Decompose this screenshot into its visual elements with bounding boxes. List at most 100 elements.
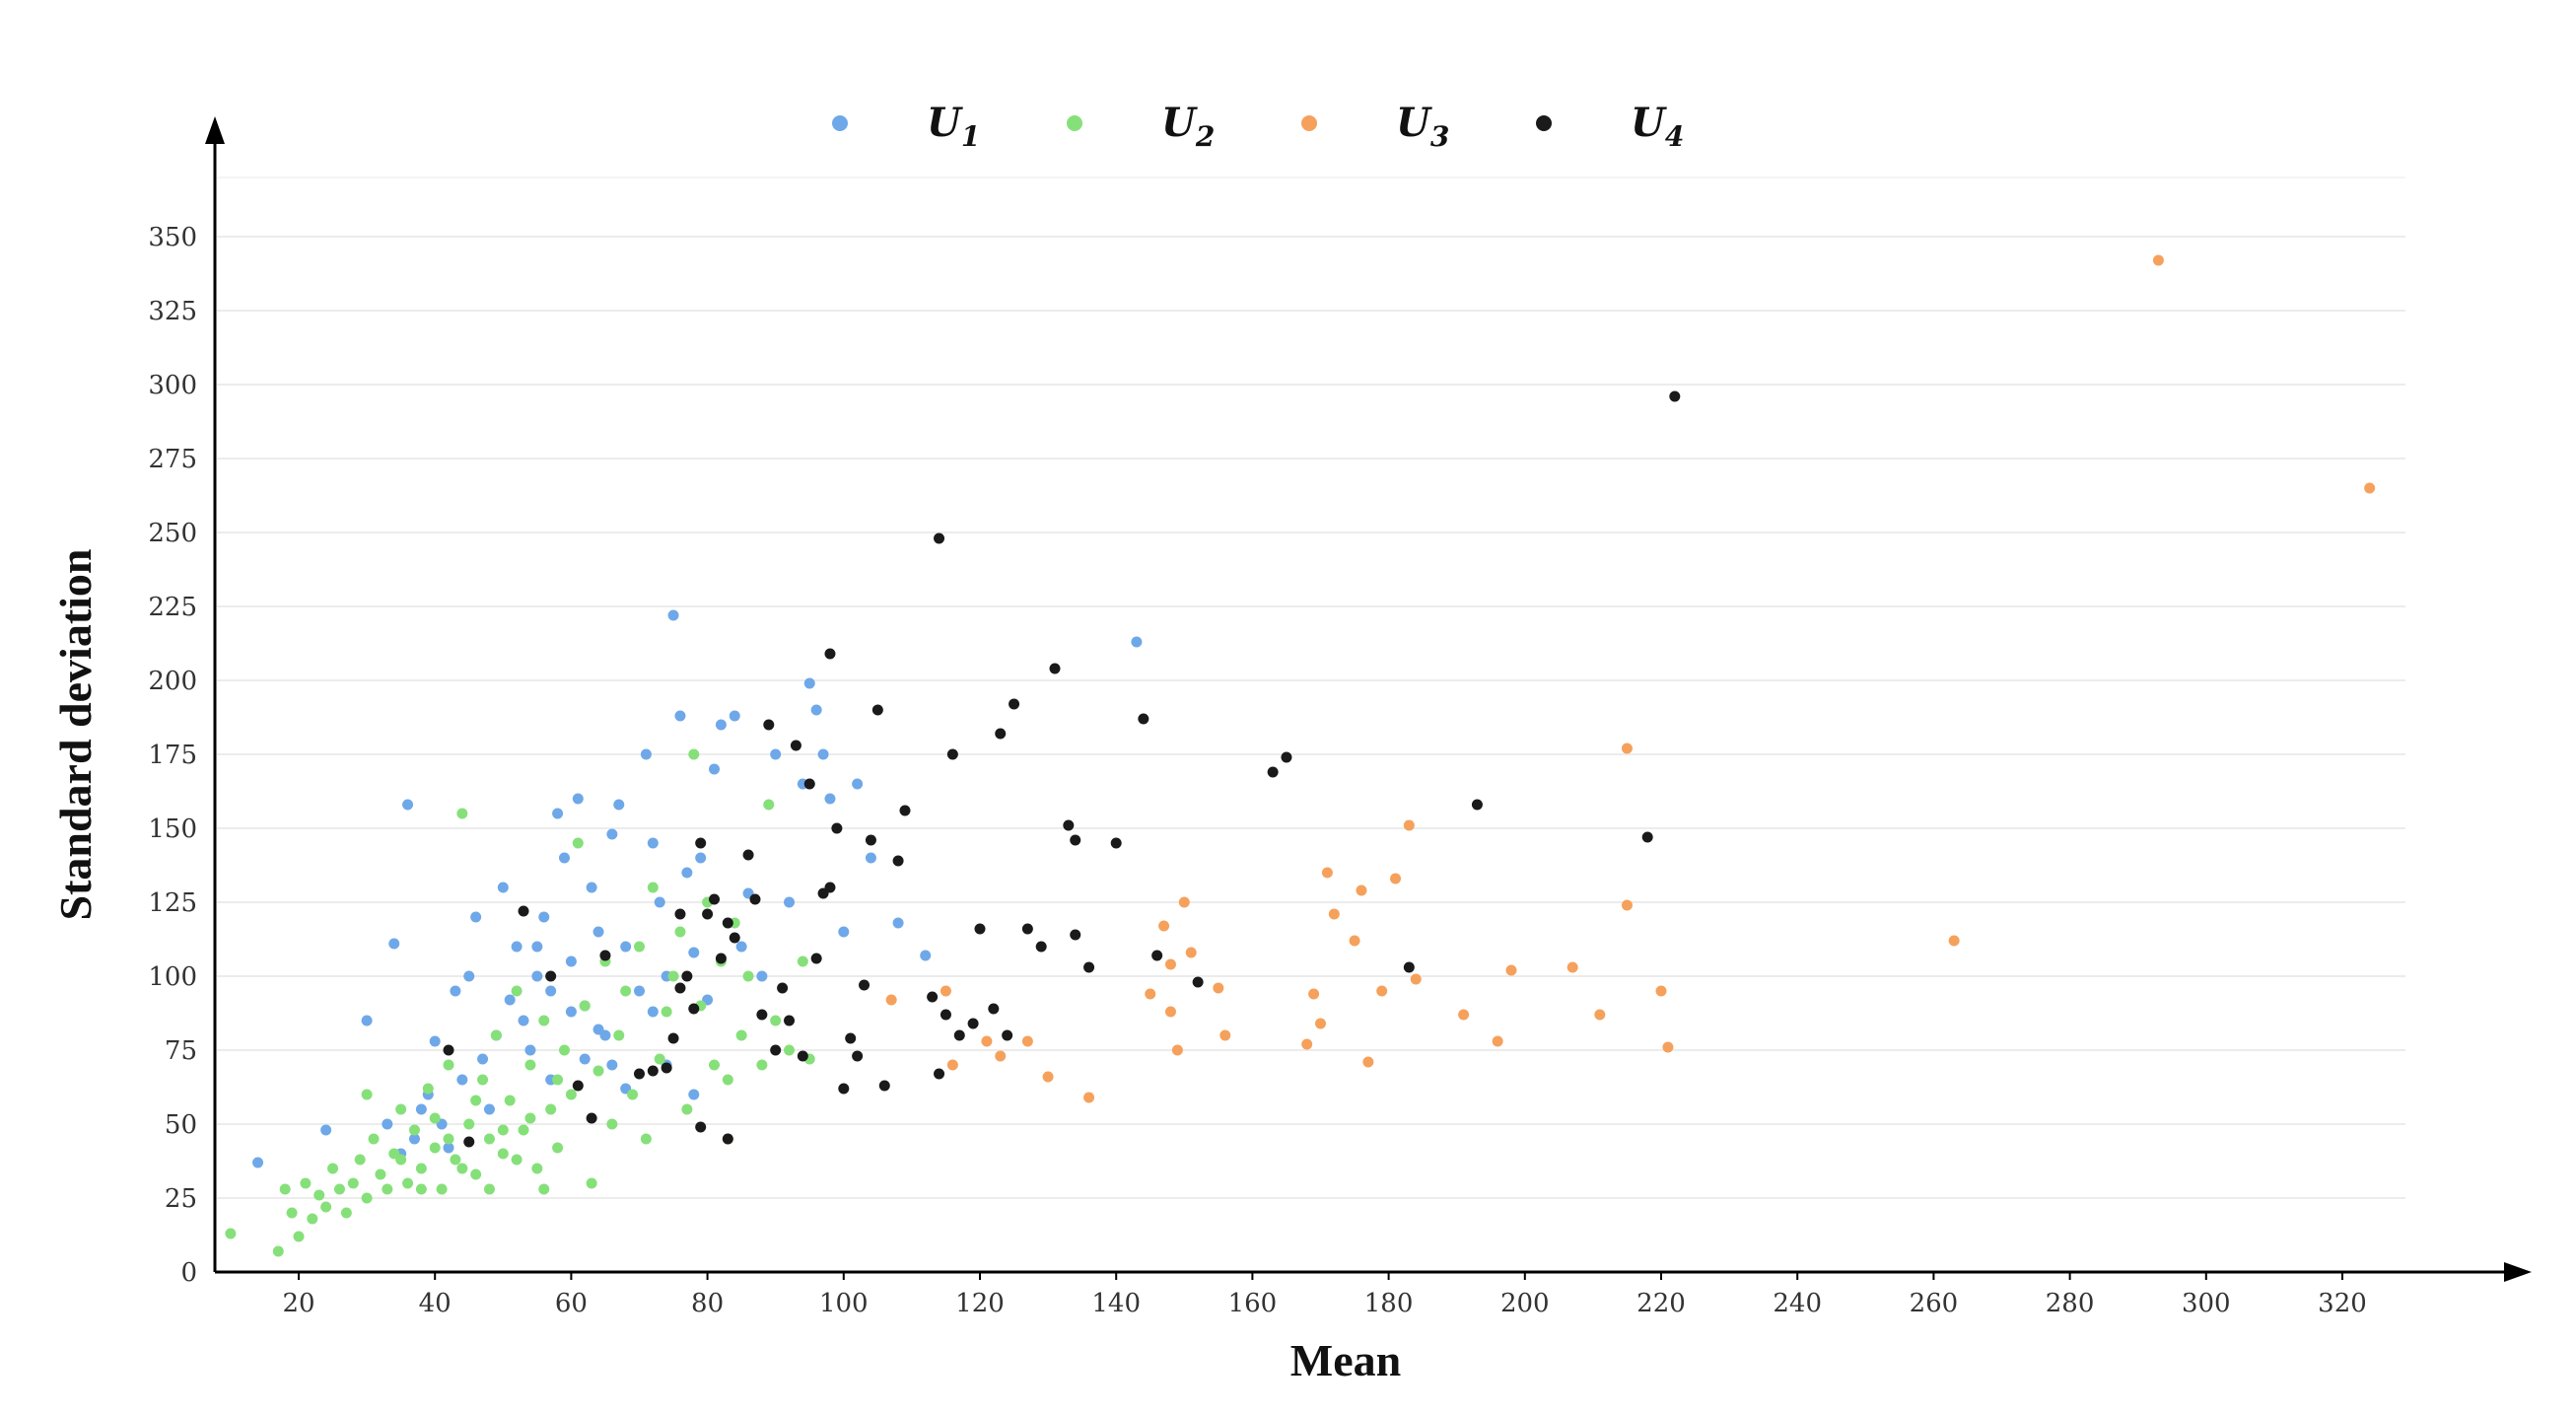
data-point-U1 — [681, 867, 693, 879]
data-point-U4 — [695, 1121, 707, 1133]
data-point-U2 — [606, 1118, 618, 1130]
data-point-U2 — [552, 1142, 564, 1154]
data-point-U4 — [934, 1068, 945, 1080]
data-point-U1 — [531, 941, 543, 953]
data-point-U2 — [490, 1029, 502, 1041]
data-point-U2 — [674, 926, 686, 938]
data-point-U4 — [1151, 950, 1163, 961]
legend-label: U1 — [927, 100, 980, 153]
data-point-U2 — [742, 970, 754, 982]
data-point-U3 — [1301, 1038, 1313, 1050]
data-point-U4 — [1267, 766, 1279, 778]
data-point-U2 — [456, 808, 468, 819]
data-point-U2 — [307, 1213, 318, 1225]
data-point-U3 — [1362, 1056, 1374, 1068]
data-point-U2 — [415, 1163, 427, 1174]
data-point-U4 — [443, 1044, 454, 1056]
data-point-U1 — [456, 1074, 468, 1086]
data-point-U2 — [382, 1183, 393, 1195]
data-point-U4 — [1070, 929, 1081, 941]
y-tick-label: 0 — [180, 1258, 197, 1288]
data-point-U3 — [1376, 985, 1388, 997]
data-point-U2 — [402, 1177, 414, 1189]
x-tick-label: 260 — [1910, 1289, 1959, 1318]
data-point-U2 — [340, 1207, 352, 1219]
data-point-U4 — [661, 1062, 672, 1074]
x-tick-label: 140 — [1091, 1289, 1141, 1318]
x-tick-label: 100 — [819, 1289, 869, 1318]
data-point-U4 — [742, 849, 754, 861]
data-point-U2 — [518, 1124, 529, 1136]
data-point-U2 — [443, 1059, 454, 1071]
data-point-U1 — [572, 793, 584, 805]
data-point-U3 — [1621, 899, 1633, 911]
data-point-U4 — [810, 953, 822, 964]
data-point-U4 — [940, 1009, 951, 1021]
data-point-U2 — [327, 1163, 339, 1174]
data-point-U1 — [674, 710, 686, 722]
legend-marker — [1067, 115, 1082, 131]
data-point-U4 — [756, 1009, 768, 1021]
data-point-U1 — [667, 609, 679, 621]
data-point-U2 — [368, 1133, 380, 1145]
data-point-U2 — [545, 1103, 557, 1115]
data-point-U2 — [300, 1177, 312, 1189]
series-U1 — [252, 609, 1143, 1168]
y-tick-label: 200 — [148, 667, 197, 696]
x-tick-label: 20 — [282, 1289, 314, 1318]
data-point-U3 — [1594, 1009, 1606, 1021]
x-tick-label: 120 — [955, 1289, 1005, 1318]
x-tick-label: 80 — [691, 1289, 724, 1318]
data-point-U1 — [429, 1035, 441, 1047]
x-axis-arrow — [2504, 1262, 2532, 1282]
data-point-U3 — [1403, 819, 1415, 831]
data-point-U2 — [483, 1183, 495, 1195]
data-point-U2 — [361, 1192, 373, 1204]
data-point-U4 — [790, 740, 801, 751]
series-U4 — [443, 390, 1681, 1148]
data-point-U1 — [252, 1157, 264, 1168]
data-point-U4 — [722, 917, 733, 929]
data-point-U4 — [1471, 799, 1483, 811]
data-point-U2 — [497, 1124, 509, 1136]
data-point-U2 — [667, 970, 679, 982]
data-point-U3 — [1178, 896, 1190, 908]
data-point-U4 — [1009, 698, 1020, 710]
data-point-U4 — [770, 1044, 782, 1056]
data-point-U4 — [934, 532, 945, 544]
data-point-U2 — [586, 1177, 597, 1189]
data-point-U4 — [892, 855, 904, 867]
data-point-U2 — [558, 1044, 570, 1056]
data-point-U1 — [838, 926, 850, 938]
data-point-U4 — [803, 778, 815, 790]
legend-marker — [832, 115, 848, 131]
series-U2 — [225, 748, 815, 1257]
data-point-U2 — [627, 1089, 639, 1100]
data-point-U4 — [946, 748, 958, 760]
data-point-U1 — [770, 748, 782, 760]
data-point-U2 — [661, 1006, 672, 1018]
data-point-U1 — [382, 1118, 393, 1130]
data-point-U2 — [354, 1154, 366, 1166]
data-point-U4 — [1021, 923, 1033, 935]
data-point-U1 — [592, 1024, 604, 1035]
data-point-U2 — [456, 1163, 468, 1174]
data-point-U3 — [1164, 958, 1176, 970]
data-point-U4 — [878, 1080, 890, 1092]
data-point-U2 — [797, 955, 808, 967]
y-tick-label: 75 — [165, 1036, 197, 1066]
data-point-U4 — [586, 1112, 597, 1124]
data-point-U4 — [927, 991, 939, 1003]
data-point-U4 — [865, 834, 876, 846]
data-point-U3 — [1410, 973, 1422, 985]
data-point-U1 — [852, 778, 864, 790]
data-point-U3 — [1662, 1041, 1674, 1053]
data-point-U1 — [511, 941, 522, 953]
legend-label: U4 — [1631, 100, 1684, 153]
data-point-U4 — [545, 970, 557, 982]
data-point-U4 — [729, 932, 740, 944]
data-point-U3 — [1948, 935, 1960, 947]
data-point-U3 — [1145, 988, 1156, 1000]
data-point-U1 — [865, 852, 876, 864]
